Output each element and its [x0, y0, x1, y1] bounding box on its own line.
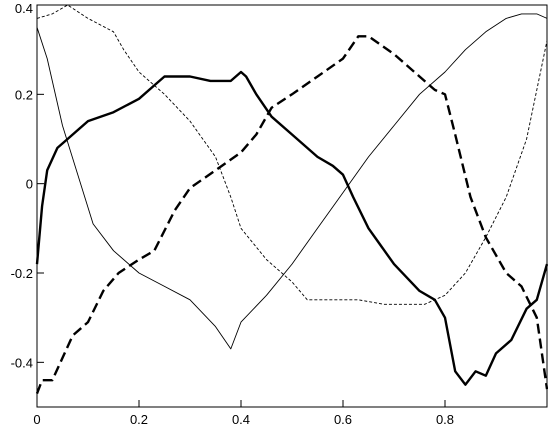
x-tick-label: 0.2 [130, 412, 148, 427]
series-line-4 [36, 4, 548, 305]
y-tick-label: 0 [26, 177, 33, 192]
series-line-1 [35, 70, 548, 386]
x-tick-label: 0.6 [334, 412, 352, 427]
series-line-3 [36, 13, 548, 350]
y-axis: 0.4 0.2 0 -0.2 -0.4 [11, 1, 44, 370]
y-tick-label: -0.2 [11, 266, 33, 281]
x-axis: 0 0.2 0.4 0.6 0.8 [33, 400, 454, 427]
y-tick-label: -0.4 [11, 355, 33, 370]
y-tick-label: 0.2 [15, 87, 33, 102]
x-tick-label: 0.8 [436, 412, 454, 427]
series-line-2 [35, 35, 548, 395]
series-layer [35, 4, 548, 395]
x-tick-label: 0.4 [232, 412, 250, 427]
y-tick-label: 0.4 [15, 1, 33, 16]
plot-area-frame [36, 4, 548, 408]
x-tick-label: 0 [33, 412, 40, 427]
